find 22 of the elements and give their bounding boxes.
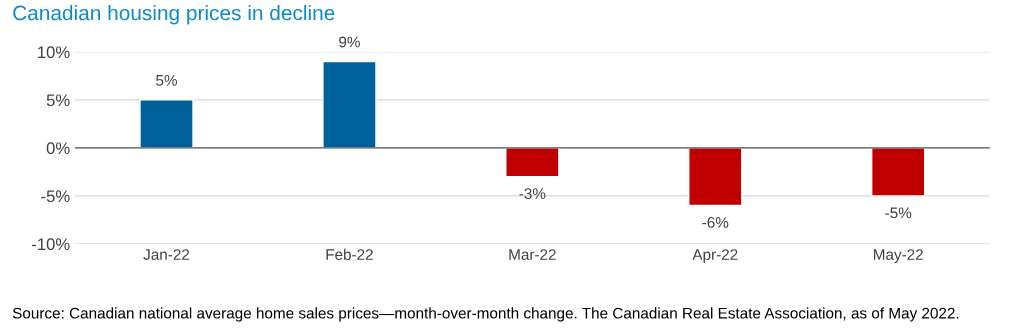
x-tick-label: May-22 bbox=[873, 249, 923, 263]
bar bbox=[505, 147, 560, 178]
bar bbox=[139, 99, 194, 149]
x-tick-label: Apr-22 bbox=[692, 249, 738, 263]
bar bbox=[688, 147, 743, 207]
data-label: -6% bbox=[702, 217, 729, 228]
data-label: 9% bbox=[339, 36, 360, 48]
x-tick-label: Feb-22 bbox=[326, 248, 373, 260]
y-tick-label: -5% bbox=[41, 190, 70, 203]
y-tick-label: 0% bbox=[46, 142, 70, 155]
data-label: -5% bbox=[885, 207, 912, 219]
y-tick-label: 10% bbox=[38, 46, 70, 59]
chart-title: Canadian housing prices in decline bbox=[13, 5, 335, 25]
x-tick-label: Jan-22 bbox=[143, 249, 190, 260]
data-label: 5% bbox=[156, 75, 177, 86]
source-note: Source: Canadian national average home sales prices—month-over-month change. The Canadian Real Estate Association, as of May 2022. bbox=[12, 307, 959, 322]
y-tick-label: -10% bbox=[32, 238, 70, 251]
x-tick-label: Mar-22 bbox=[509, 249, 556, 260]
y-tick-label: 5% bbox=[46, 94, 70, 107]
bar bbox=[870, 147, 926, 197]
bar bbox=[322, 60, 377, 149]
data-label: -3% bbox=[519, 188, 546, 200]
